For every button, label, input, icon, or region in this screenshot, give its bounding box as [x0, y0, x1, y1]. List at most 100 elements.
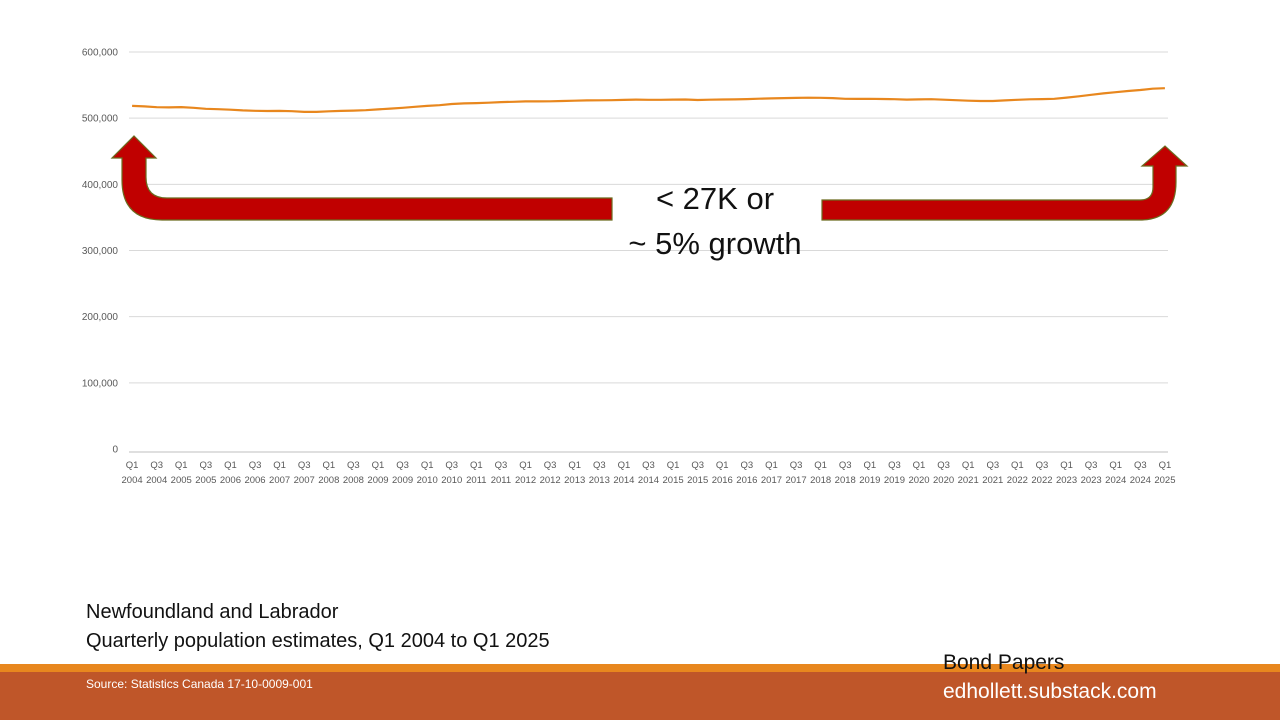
x-tick-year-label: 2019 — [859, 475, 880, 486]
x-tick-quarter-label: Q3 — [1134, 460, 1147, 471]
x-tick-quarter-label: Q1 — [175, 460, 188, 471]
x-tick-year-label: 2012 — [540, 475, 561, 486]
x-tick-quarter-label: Q3 — [888, 460, 901, 471]
x-tick-year-label: 2022 — [1031, 475, 1052, 486]
x-tick-quarter-label: Q3 — [1085, 460, 1098, 471]
x-tick-year-label: 2008 — [318, 475, 339, 486]
series-layer — [132, 87, 1165, 114]
x-tick-year-label: 2015 — [687, 475, 708, 486]
brand-url: edhollett.substack.com — [943, 680, 1157, 703]
x-axis-tick-labels: Q1 2004 Q3 2004 Q1 2005 Q3 2005 Q1 2006 Q3 2006 Q1 20… — [122, 460, 1176, 486]
x-tick-quarter-label: Q1 — [814, 460, 827, 471]
source-note: Source: Statistics Canada 17-10-0009-001 — [86, 677, 313, 691]
x-tick-quarter-label: Q1 — [765, 460, 778, 471]
x-tick-quarter-label: Q3 — [642, 460, 655, 471]
x-tick-quarter-label: Q1 — [863, 460, 876, 471]
x-tick-quarter-label: Q1 — [372, 460, 385, 471]
x-tick-year-label: 2011 — [466, 475, 486, 486]
y-tick-label: 400,000 — [82, 180, 119, 191]
x-tick-quarter-label: Q3 — [593, 460, 606, 471]
x-tick-quarter-label: Q1 — [470, 460, 483, 471]
x-tick-quarter-label: Q3 — [495, 460, 508, 471]
x-tick-quarter-label: Q3 — [298, 460, 311, 471]
x-tick-year-label: 2017 — [785, 475, 806, 486]
x-tick-year-label: 2016 — [736, 475, 757, 486]
y-tick-label: 200,000 — [82, 312, 119, 323]
y-axis-tick-labels: 0 100,000 200,000 300,000 400,000 500,000 600,… — [82, 48, 119, 456]
x-tick-year-label: 2009 — [392, 475, 413, 486]
x-tick-year-label: 2006 — [220, 475, 241, 486]
caption-region: Newfoundland and Labrador — [86, 601, 339, 623]
growth-annotation: < 27K or ~ 5% growth — [600, 176, 830, 266]
left-growth-arrow — [110, 135, 613, 221]
footer-band — [0, 672, 1280, 720]
x-tick-year-label: 2014 — [613, 475, 634, 486]
brand-block: Bond Papers edhollett.substack.com — [943, 648, 1157, 706]
x-tick-quarter-label: Q3 — [741, 460, 754, 471]
x-tick-year-label: 2015 — [663, 475, 684, 486]
x-tick-quarter-label: Q3 — [445, 460, 458, 471]
x-tick-year-label: 2024 — [1105, 475, 1126, 486]
x-tick-year-label: 2006 — [244, 475, 265, 486]
x-tick-quarter-label: Q1 — [913, 460, 926, 471]
x-tick-quarter-label: Q3 — [839, 460, 852, 471]
x-tick-quarter-label: Q1 — [667, 460, 680, 471]
x-tick-year-label: 2018 — [835, 475, 856, 486]
x-tick-year-label: 2010 — [417, 475, 438, 486]
y-tick-label: 600,000 — [82, 48, 119, 59]
x-tick-quarter-label: Q3 — [150, 460, 163, 471]
gridlines — [129, 51, 1168, 453]
x-tick-quarter-label: Q3 — [937, 460, 950, 471]
x-tick-quarter-label: Q3 — [347, 460, 360, 471]
x-tick-year-label: 2020 — [908, 475, 929, 486]
y-tick-label: 100,000 — [82, 378, 119, 389]
x-tick-year-label: 2019 — [884, 475, 905, 486]
x-tick-year-label: 2012 — [515, 475, 536, 486]
x-tick-quarter-label: Q1 — [1060, 460, 1073, 471]
x-tick-quarter-label: Q3 — [249, 460, 262, 471]
x-tick-quarter-label: Q1 — [1011, 460, 1024, 471]
x-tick-year-label: 2014 — [638, 475, 659, 486]
growth-annotation-line1: < 27K or — [655, 181, 775, 216]
x-tick-quarter-label: Q1 — [322, 460, 335, 471]
x-tick-quarter-label: Q3 — [790, 460, 803, 471]
x-tick-year-label: 2010 — [441, 475, 462, 486]
x-tick-quarter-label: Q3 — [986, 460, 999, 471]
x-tick-quarter-label: Q1 — [519, 460, 532, 471]
footer-accent-stripe — [0, 664, 1280, 672]
x-tick-year-label: 2021 — [982, 475, 1003, 486]
x-tick-year-label: 2017 — [761, 475, 782, 486]
x-tick-year-label: 2025 — [1154, 475, 1175, 486]
chart-caption: Newfoundland and Labrador Quarterly popu… — [86, 598, 550, 656]
growth-annotation-line2: ~ 5% growth — [628, 226, 802, 261]
x-tick-year-label: 2008 — [343, 475, 364, 486]
x-tick-quarter-label: Q3 — [691, 460, 704, 471]
x-tick-year-label: 2009 — [367, 475, 388, 486]
x-tick-quarter-label: Q3 — [544, 460, 557, 471]
x-tick-year-label: 2007 — [294, 475, 315, 486]
y-tick-label: 300,000 — [82, 246, 119, 257]
x-tick-year-label: 2013 — [564, 475, 585, 486]
x-tick-year-label: 2018 — [810, 475, 831, 486]
x-tick-quarter-label: Q1 — [962, 460, 975, 471]
x-tick-quarter-label: Q1 — [568, 460, 581, 471]
y-tick-label: 0 — [112, 445, 118, 456]
x-tick-quarter-label: Q1 — [1109, 460, 1122, 471]
x-tick-year-label: 2020 — [933, 475, 954, 486]
x-tick-year-label: 2016 — [712, 475, 733, 486]
x-tick-quarter-label: Q1 — [618, 460, 631, 471]
brand-name: Bond Papers — [943, 651, 1065, 674]
x-tick-year-label: 2005 — [195, 475, 216, 486]
x-tick-year-label: 2023 — [1056, 475, 1077, 486]
x-tick-year-label: 2013 — [589, 475, 610, 486]
y-tick-label: 500,000 — [82, 114, 119, 125]
caption-description: Quarterly population estimates, Q1 2004 … — [86, 630, 550, 652]
x-tick-year-label: 2007 — [269, 475, 290, 486]
x-tick-year-label: 2004 — [146, 475, 167, 486]
x-tick-quarter-label: Q3 — [200, 460, 213, 471]
x-tick-quarter-label: Q1 — [224, 460, 237, 471]
x-tick-year-label: 2021 — [958, 475, 979, 486]
x-tick-quarter-label: Q1 — [421, 460, 434, 471]
x-tick-quarter-label: Q1 — [1159, 460, 1172, 471]
